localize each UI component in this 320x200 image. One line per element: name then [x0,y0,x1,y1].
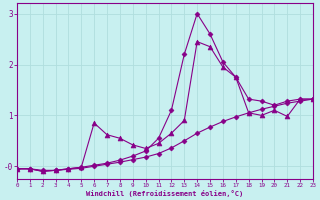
X-axis label: Windchill (Refroidissement éolien,°C): Windchill (Refroidissement éolien,°C) [86,190,244,197]
